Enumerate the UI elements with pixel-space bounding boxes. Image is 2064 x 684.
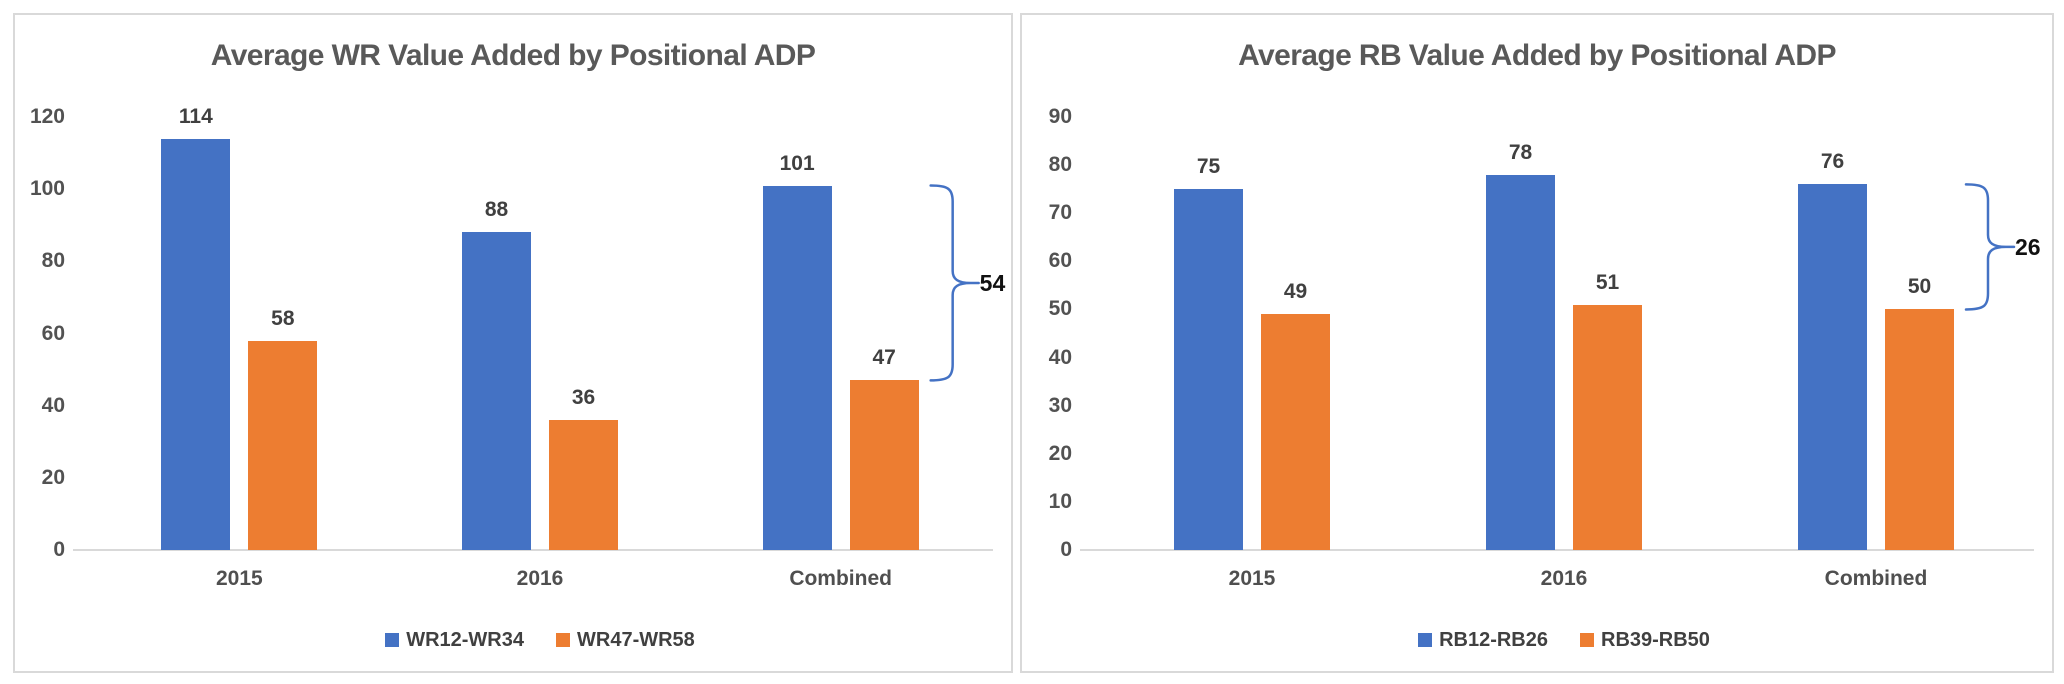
- legend-swatch-orange: [556, 633, 570, 647]
- difference-label: 26: [2015, 233, 2041, 260]
- bar-value-label: 58: [271, 306, 295, 330]
- bar-wr12-wr34-combined: [762, 185, 832, 550]
- legend-label: RB12-RB26: [1439, 628, 1548, 651]
- legend-label: WR12-WR34: [406, 628, 524, 651]
- y-tick-label: 90: [1048, 105, 1072, 128]
- legend-swatch-blue: [385, 633, 400, 647]
- y-tick-label: 30: [1048, 393, 1072, 417]
- legend-item-rb39-rb50: RB39-RB50: [1580, 629, 1710, 652]
- bar-value-label: 36: [571, 386, 596, 410]
- bar-rb39-rb50-2016: [1573, 304, 1642, 550]
- legend-item-wr12-wr34: WR12-WR34: [385, 629, 524, 652]
- x-category-label: 2015: [215, 567, 263, 590]
- y-tick-label: 40: [41, 393, 65, 417]
- bar-wr12-wr34-2016: [462, 232, 531, 550]
- legend-item-rb12-rb26: RB12-RB26: [1418, 629, 1548, 652]
- y-tick-label: 100: [29, 177, 65, 201]
- y-tick-label: 60: [1048, 249, 1072, 273]
- wr-chart-panel: Average WR Value Added by Positional ADP…: [13, 13, 1013, 673]
- bar-wr47-wr58-2016: [549, 420, 618, 550]
- legend-item-wr47-wr58: WR47-WR58: [556, 629, 695, 652]
- bar-wr12-wr34-2015: [161, 138, 231, 550]
- bar-value-label: 78: [1508, 140, 1533, 164]
- wr-chart-title: Average WR Value Added by Positional ADP: [210, 39, 816, 72]
- bar-rb12-rb26-combined: [1798, 184, 1867, 550]
- legend-label: RB39-RB50: [1601, 628, 1710, 651]
- y-tick-label: 50: [1048, 297, 1072, 321]
- y-tick-label: 0: [1060, 538, 1072, 561]
- legend-swatch-orange: [1580, 633, 1594, 647]
- bar-value-label: 88: [484, 198, 509, 222]
- bar-rb12-rb26-2016: [1486, 174, 1555, 550]
- bar-value-label: 49: [1283, 280, 1308, 304]
- y-tick-label: 0: [53, 538, 65, 561]
- y-tick-label: 80: [1048, 153, 1072, 177]
- difference-label: 54: [979, 269, 1006, 296]
- y-tick-label: 20: [1048, 441, 1072, 465]
- rb-chart-title: Average RB Value Added by Positional ADP: [1238, 39, 1836, 72]
- bar-wr47-wr58-2015: [248, 340, 318, 550]
- x-category-label: 2015: [1228, 567, 1276, 590]
- x-category-label: Combined: [1824, 567, 1928, 590]
- y-tick-label: 20: [41, 465, 65, 489]
- y-tick-label: 10: [1048, 489, 1072, 513]
- rb-chart-panel: Average RB Value Added by Positional ADP…: [1020, 13, 2054, 673]
- bar-rb12-rb26-2015: [1174, 189, 1243, 550]
- x-category-label: 2016: [1540, 567, 1588, 590]
- legend-label: WR47-WR58: [577, 628, 695, 651]
- x-category-label: Combined: [789, 567, 892, 590]
- bar-value-label: 114: [178, 104, 213, 128]
- x-axis-line: [73, 549, 993, 551]
- bar-value-label: 101: [779, 151, 815, 175]
- rb-chart-plot-area: 0 10 20 30 40 50 60 70 80 90 75 49 2015 78 51 2016 76 50 C…: [1022, 15, 2052, 671]
- legend-swatch-blue: [1418, 633, 1433, 647]
- rb-chart-legend: RB12-RB26 RB39-RB50: [1096, 627, 2032, 653]
- x-axis-line: [1080, 549, 2034, 551]
- bar-value-label: 50: [1907, 275, 1932, 299]
- x-category-label: 2016: [516, 567, 564, 590]
- y-tick-label: 80: [41, 249, 65, 273]
- bar-value-label: 75: [1196, 155, 1221, 179]
- y-tick-label: 40: [1048, 345, 1072, 369]
- y-tick-label: 60: [41, 321, 65, 345]
- bar-value-label: 47: [872, 346, 896, 370]
- wr-chart-plot-area: 0 20 40 60 80 100 120 114 58 2015 88 36 2016 101 47 Com…: [15, 15, 1011, 671]
- bar-rb39-rb50-2015: [1261, 314, 1330, 550]
- bar-value-label: 76: [1820, 150, 1845, 174]
- y-tick-label: 120: [29, 105, 65, 128]
- wr-chart-legend: WR12-WR34 WR47-WR58: [89, 627, 991, 653]
- y-tick-label: 70: [1048, 201, 1072, 225]
- bar-value-label: 51: [1595, 270, 1620, 294]
- bar-rb39-rb50-combined: [1885, 309, 1954, 550]
- bar-wr47-wr58-combined: [849, 380, 919, 550]
